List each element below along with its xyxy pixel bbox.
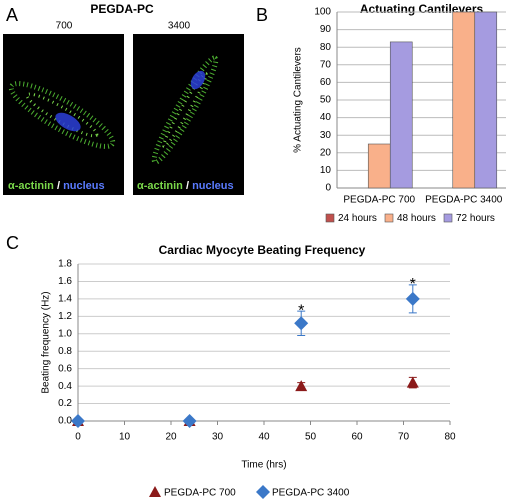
y-tick-label: 1.8 — [58, 259, 72, 270]
marker — [405, 291, 420, 306]
x-tick-label: 0 — [75, 432, 81, 443]
y-axis-label: % Actuating Cantilevers — [293, 47, 304, 153]
x-axis-label: Time (hrs) — [241, 460, 286, 471]
y-tick-label: 100 — [314, 7, 331, 18]
x-tick-label: PEGDA-PC 3400 — [425, 195, 503, 206]
marker — [295, 380, 308, 392]
x-tick-label: 30 — [212, 432, 224, 443]
x-tick-label: 80 — [444, 432, 456, 443]
y-tick-label: 10 — [320, 165, 332, 176]
image-caption: α-actinin / nucleus — [137, 180, 234, 192]
legend-label: 72 hours — [456, 213, 495, 224]
y-tick-label: 0.2 — [58, 398, 72, 409]
image-title: PEGDA-PC — [90, 2, 154, 16]
y-axis-label: Beating frequency (Hz) — [41, 291, 52, 393]
y-tick-label: 1.2 — [58, 311, 72, 322]
legend-marker — [256, 485, 270, 499]
legend-label: PEGDA-PC 700 — [164, 488, 236, 499]
y-tick-label: 50 — [320, 95, 332, 106]
caption-stain: nucleus — [63, 180, 105, 192]
panel-label: C — [6, 233, 19, 253]
legend-swatch — [384, 213, 394, 223]
y-tick-label: 0.6 — [58, 363, 72, 374]
image-label: 700 — [56, 21, 73, 32]
y-tick-label: 60 — [320, 77, 332, 88]
bar — [474, 11, 498, 189]
x-tick-label: 10 — [119, 432, 131, 443]
x-tick-label: 50 — [305, 432, 317, 443]
marker — [71, 414, 85, 428]
caption-separator: / — [186, 180, 189, 192]
legend-swatch — [325, 213, 335, 223]
panel-label: B — [256, 5, 268, 25]
y-tick-label: 0.0 — [58, 416, 72, 427]
bar — [367, 143, 391, 189]
x-tick-label: 40 — [258, 432, 270, 443]
caption-stain: nucleus — [192, 180, 234, 192]
image-caption: α-actinin / nucleus — [8, 180, 105, 192]
y-tick-label: 80 — [320, 42, 332, 53]
chart-title: Cardiac Myocyte Beating Frequency — [159, 243, 366, 257]
annotation: * — [298, 302, 304, 319]
marker — [406, 376, 419, 388]
x-tick-label: 20 — [165, 432, 177, 443]
y-tick-label: 30 — [320, 130, 332, 141]
y-tick-label: 70 — [320, 59, 332, 70]
y-tick-label: 0.8 — [58, 346, 72, 357]
caption-stain: α-actinin — [8, 180, 54, 192]
image-label: 3400 — [168, 21, 191, 32]
y-tick-label: 1.4 — [58, 294, 72, 305]
bar — [389, 41, 413, 189]
y-tick-label: 1.0 — [58, 328, 72, 339]
legend-swatch — [443, 213, 453, 223]
x-tick-label: PEGDA-PC 700 — [343, 195, 415, 206]
legend-marker — [149, 486, 161, 497]
marker — [294, 316, 309, 331]
y-tick-label: 90 — [320, 24, 332, 35]
micrograph — [3, 34, 124, 195]
panel-label: A — [6, 5, 18, 25]
y-tick-label: 40 — [320, 112, 332, 123]
x-tick-label: 60 — [351, 432, 363, 443]
annotation: * — [410, 276, 416, 293]
x-tick-label: 70 — [398, 432, 410, 443]
legend-label: PEGDA-PC 3400 — [272, 488, 350, 499]
caption-separator: / — [57, 180, 60, 192]
legend-label: 48 hours — [397, 213, 436, 224]
y-tick-label: 1.6 — [58, 276, 72, 287]
y-tick-label: 20 — [320, 147, 332, 158]
micrograph — [133, 34, 244, 195]
y-tick-label: 0.4 — [58, 381, 72, 392]
caption-stain: α-actinin — [137, 180, 183, 192]
marker — [182, 414, 197, 428]
legend-label: 24 hours — [338, 213, 377, 224]
bar — [452, 11, 476, 189]
y-tick-label: 0 — [325, 183, 331, 194]
